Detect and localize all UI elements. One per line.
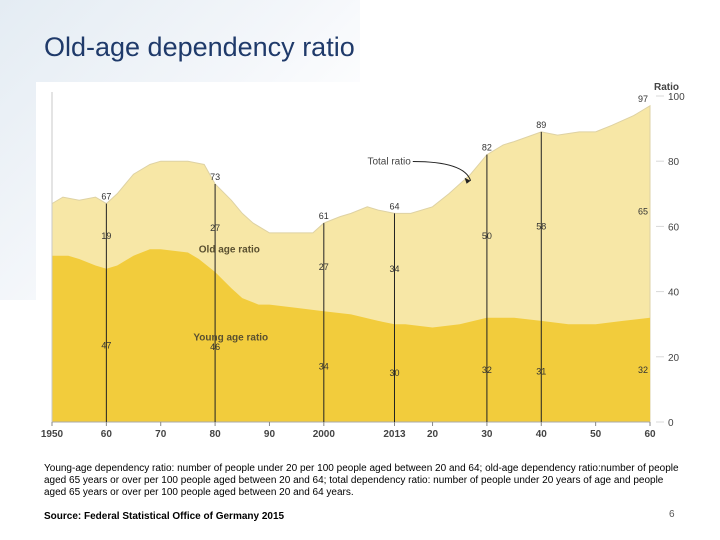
area-label: Old age ratio: [199, 244, 260, 255]
chart-area: 0 20 40 60 80 100 Ratio 1950 60 70 80 90 2000 2013 20 3…: [36, 82, 690, 442]
y-tick-label: 20: [668, 353, 680, 364]
young-value-label: 32: [482, 365, 492, 375]
page-title: Old-age dependency ratio: [44, 32, 355, 62]
old-value-label: 27: [319, 262, 329, 272]
source-note: Source: Federal Statistical Office of Ge…: [44, 511, 285, 522]
young-value-label: 30: [389, 368, 399, 378]
annotation-arrow-head: [464, 177, 471, 184]
x-tick-label: 60: [644, 429, 656, 440]
total-value-label: 64: [389, 201, 399, 211]
x-tick-label: 1950: [41, 429, 64, 440]
y-tick-label: 100: [668, 92, 685, 103]
total-value-label: 73: [210, 172, 220, 182]
x-tick-label: 40: [536, 429, 548, 440]
young-value-label: 34: [319, 362, 329, 372]
annotation-arrow-line: [412, 160, 472, 181]
total-value-label: 61: [319, 211, 329, 221]
old-value-label: 65: [638, 207, 648, 217]
chart-caption: Young-age dependency ratio: number of pe…: [44, 463, 679, 498]
y-tick-label: 0: [668, 418, 674, 429]
old-value-label: 58: [536, 221, 546, 231]
x-tick-label: 90: [264, 429, 276, 440]
young-value-label: 46: [210, 342, 220, 352]
y-tick-label: 80: [668, 157, 680, 168]
total-value-label: 67: [101, 192, 111, 202]
old-value-label: 34: [389, 264, 399, 274]
x-tick-label: 80: [210, 429, 222, 440]
total-ratio-annotation: Total ratio: [367, 156, 411, 167]
y-axis-label: Ratio: [654, 82, 679, 93]
young-age-ratio-area: [52, 249, 650, 422]
x-tick-label: 60: [101, 429, 113, 440]
y-tick-label: 40: [668, 288, 680, 299]
x-tick-label: 30: [481, 429, 493, 440]
young-value-label: 31: [536, 366, 546, 376]
young-value-label: 32: [638, 365, 648, 375]
old-value-label: 19: [101, 231, 111, 241]
area-label: Young age ratio: [193, 333, 268, 344]
x-tick-label: 50: [590, 429, 602, 440]
total-value-label: 89: [536, 120, 546, 130]
page-number: 6: [669, 509, 675, 520]
x-tick-label: 2013: [383, 429, 406, 440]
old-value-label: 27: [210, 223, 220, 233]
young-value-label: 47: [101, 340, 111, 350]
x-tick-label: 70: [155, 429, 167, 440]
x-tick-label: 20: [427, 429, 439, 440]
x-tick-label: 2000: [313, 429, 336, 440]
total-value-label: 97: [638, 94, 648, 104]
total-value-label: 82: [482, 143, 492, 153]
old-value-label: 50: [482, 231, 492, 241]
y-tick-label: 60: [668, 222, 680, 233]
